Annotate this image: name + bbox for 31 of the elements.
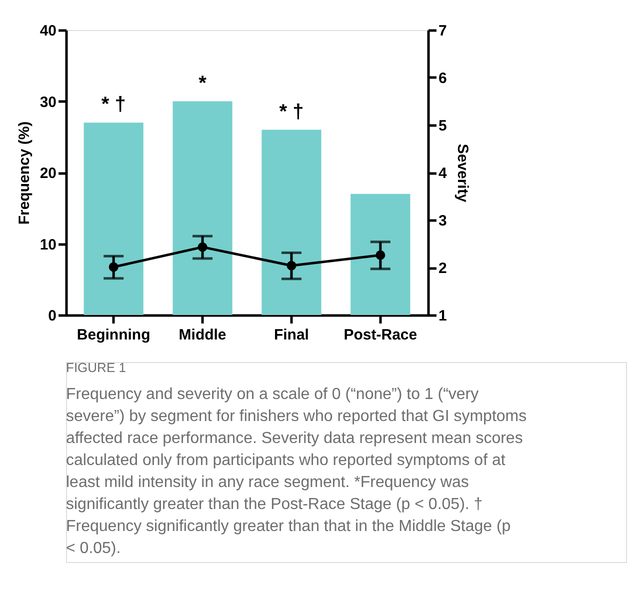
- caption: FIGURE 1: [66, 360, 126, 375]
- x-tick-label: Final: [274, 326, 309, 344]
- point: [286, 260, 296, 270]
- y2-tick-label: 2: [438, 260, 447, 277]
- y2-tick-label: 7: [438, 22, 447, 40]
- bar: [172, 101, 232, 315]
- y2-tick-label: 4: [438, 165, 448, 182]
- annotation: * †: [279, 100, 304, 123]
- y2-tick-label: 3: [438, 212, 447, 230]
- x-tick-label: Middle: [178, 326, 226, 344]
- annotation: *: [198, 72, 207, 94]
- y2-tick-label: 6: [438, 70, 447, 87]
- annotation: * †: [101, 94, 126, 116]
- y-tick-label: 0: [48, 308, 56, 324]
- y-axis-title: Frequency (%): [16, 121, 33, 225]
- y-tick-label: 30: [40, 94, 56, 111]
- text: Frequency and severity on a scale of 0 (“none”) to 1 (“very severe”) by segment for finishers who reported that GI symptoms affected race performance. Severity data represent mean scores calculated only from participants who reported symptoms of at least mild intensity in any race segment. *Frequency was significantly greater than the Post-Race Stage (p < 0.05). † Frequency significantly greater than that in the Middle Stage (p < 0.05).: [66, 386, 527, 557]
- bar: [262, 130, 322, 315]
- y2-tick-label: 5: [438, 118, 447, 134]
- x-tick-label: Post-Race: [344, 326, 418, 344]
- y2-axis-title: Severity: [454, 144, 471, 203]
- point: [376, 250, 386, 260]
- y-tick-label: 10: [40, 236, 56, 254]
- bar: [84, 122, 144, 315]
- x-tick-label: Beginning: [76, 326, 150, 344]
- y-tick-label: 40: [40, 22, 56, 40]
- y-tick-label: 20: [40, 165, 56, 182]
- bar: [350, 194, 410, 315]
- point: [108, 262, 118, 272]
- y2-tick-label: 1: [438, 308, 447, 324]
- point: [198, 242, 208, 252]
